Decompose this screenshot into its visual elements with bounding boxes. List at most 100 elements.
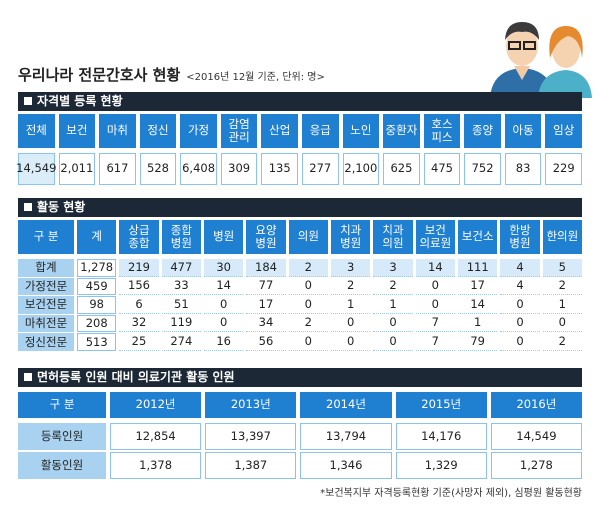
data-cell: 1,387 <box>205 452 297 479</box>
data-cell: 7 <box>415 314 455 333</box>
data-cell: 2 <box>288 314 328 333</box>
header-cell: 노인 <box>342 114 380 148</box>
footnote: *보건복지부 자격등록현황 기준(사망자 제외), 심평원 활동현황 <box>320 488 582 499</box>
data-cell: 56 <box>246 333 286 351</box>
row-label: 등록인원 <box>18 423 106 450</box>
data-cell: 477 <box>161 259 201 277</box>
data-cell: 752 <box>464 153 501 185</box>
data-cell: 184 <box>246 259 286 277</box>
data-cell: 0 <box>542 314 582 333</box>
header-cell: 응급 <box>302 114 339 148</box>
data-cell: 0 <box>331 314 371 333</box>
data-cell: 229 <box>545 153 582 185</box>
data-cell: 30 <box>204 259 244 277</box>
data-cell: 0 <box>415 277 455 296</box>
header-cell: 2014년 <box>300 392 392 418</box>
header-cell: 요양 병원 <box>246 220 286 254</box>
data-cell: 25 <box>119 333 159 351</box>
data-cell: 277 <box>302 153 339 185</box>
header-cell: 의원 <box>288 220 328 254</box>
data-cell: 5 <box>542 259 582 277</box>
header-cell: 정신 <box>139 114 177 148</box>
header-cell: 임상 <box>545 114 582 148</box>
illustration <box>490 22 592 98</box>
header-cell: 치과 의원 <box>373 220 413 254</box>
data-cell: 83 <box>504 153 542 185</box>
row-label: 정신전문 <box>18 333 74 351</box>
header-cell: 치과 병원 <box>331 220 371 254</box>
data-cell: 14 <box>204 277 244 296</box>
data-cell: 459 <box>77 277 117 296</box>
header-cell: 2015년 <box>395 392 487 418</box>
header-cell: 상급 종합 <box>119 220 159 254</box>
header-cell: 아동 <box>504 114 542 148</box>
header-cell: 2012년 <box>110 392 202 418</box>
data-cell: 513 <box>77 333 117 351</box>
data-cell: 1 <box>331 296 371 314</box>
data-cell: 156 <box>119 277 159 296</box>
header-cell: 마취 <box>99 114 136 148</box>
data-cell: 34 <box>246 314 286 333</box>
data-cell: 1 <box>373 296 413 314</box>
data-cell: 2,100 <box>342 153 380 185</box>
data-cell: 14 <box>415 259 455 277</box>
data-cell: 7 <box>415 333 455 351</box>
data-cell: 2 <box>288 259 328 277</box>
data-cell: 528 <box>139 153 177 185</box>
data-cell: 1 <box>458 314 498 333</box>
header-cell: 종합 병원 <box>161 220 201 254</box>
data-cell: 274 <box>161 333 201 351</box>
data-cell: 1,346 <box>300 452 392 479</box>
data-cell: 4 <box>500 259 540 277</box>
section-header: 활동 현황 <box>18 198 582 217</box>
data-cell: 0 <box>204 296 244 314</box>
title: 우리나라 전문간호사 현황 <2016년 12월 기준, 단위: 명> <box>18 64 325 85</box>
data-cell: 0 <box>500 333 540 351</box>
data-cell: 12,854 <box>110 423 202 450</box>
data-cell: 111 <box>458 259 498 277</box>
data-cell: 625 <box>383 153 420 185</box>
title-text: 우리나라 전문간호사 현황 <box>18 66 181 84</box>
data-cell: 0 <box>415 296 455 314</box>
header-cell: 보건소 <box>458 220 498 254</box>
data-cell: 219 <box>119 259 159 277</box>
header-cell: 병원 <box>204 220 244 254</box>
data-cell: 1 <box>542 296 582 314</box>
data-cell: 2 <box>373 277 413 296</box>
data-cell: 0 <box>288 333 328 351</box>
header-cell: 호스 피스 <box>423 114 461 148</box>
data-cell: 0 <box>288 296 328 314</box>
data-cell: 0 <box>500 296 540 314</box>
data-cell: 4 <box>500 277 540 296</box>
section-title: 활동 현황 <box>37 200 86 214</box>
data-cell: 0 <box>204 314 244 333</box>
data-cell: 0 <box>373 314 413 333</box>
square-icon <box>24 203 32 211</box>
data-cell: 2 <box>331 277 371 296</box>
data-cell: 1,329 <box>395 452 487 479</box>
data-cell: 17 <box>246 296 286 314</box>
header-cell: 2013년 <box>205 392 297 418</box>
header-cell: 구 분 <box>18 392 106 418</box>
data-cell: 2,011 <box>58 153 96 185</box>
header-cell: 종양 <box>464 114 501 148</box>
data-cell: 0 <box>331 333 371 351</box>
subtitle: <2016년 12월 기준, 단위: 명> <box>186 72 325 83</box>
data-cell: 98 <box>77 296 117 314</box>
square-icon <box>24 373 32 381</box>
data-cell: 6 <box>119 296 159 314</box>
data-cell: 1,278 <box>490 452 582 479</box>
data-cell: 309 <box>220 153 258 185</box>
row-label: 보건전문 <box>18 296 74 314</box>
data-cell: 1,278 <box>77 259 117 277</box>
row-label: 마취전문 <box>18 314 74 333</box>
data-cell: 1,378 <box>110 452 202 479</box>
data-cell: 13,397 <box>205 423 297 450</box>
data-cell: 6,408 <box>180 153 217 185</box>
data-cell: 14,176 <box>395 423 487 450</box>
data-cell: 14,549 <box>490 423 582 450</box>
data-cell: 16 <box>204 333 244 351</box>
data-cell: 2 <box>542 277 582 296</box>
data-cell: 17 <box>458 277 498 296</box>
